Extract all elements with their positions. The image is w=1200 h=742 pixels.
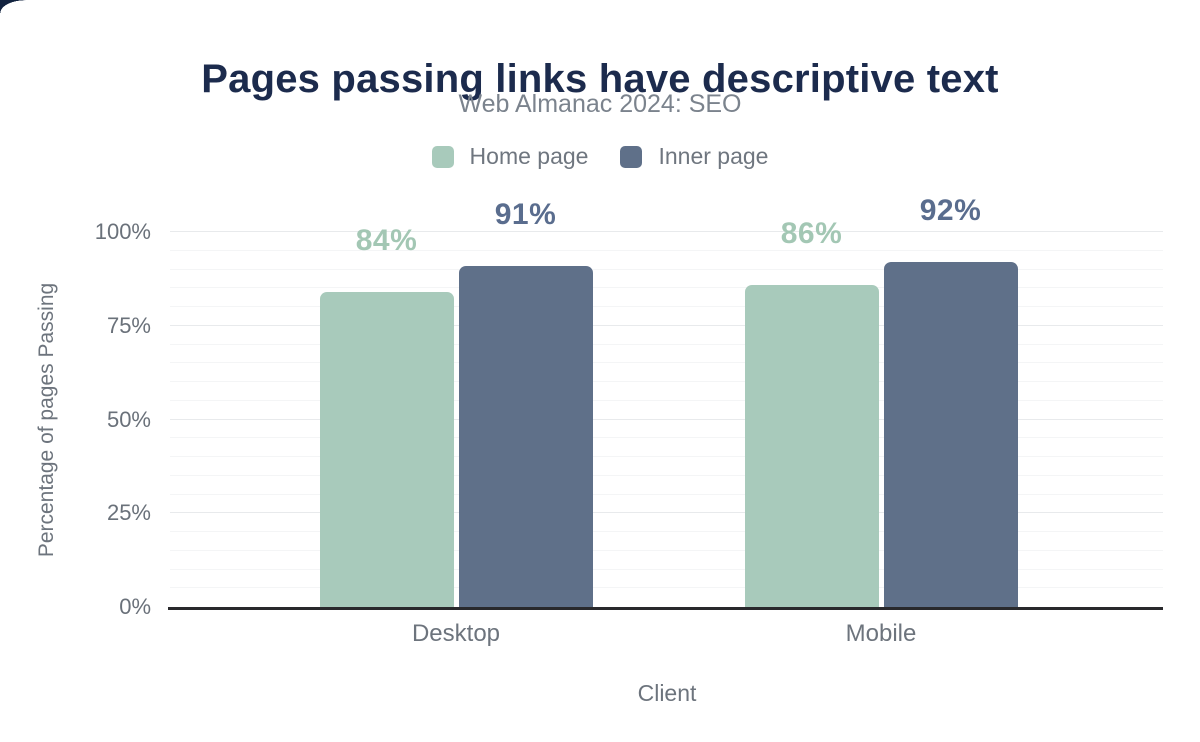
- background-corner-notch: [0, 0, 26, 13]
- bar-inner-page-mobile: [883, 262, 1018, 607]
- gridline-minor: [170, 249, 1163, 251]
- plot-area: 0% 25% 50% 75% 100% 84% 91% 86% 92%: [95, 194, 1163, 619]
- y-axis-tick-label: 50%: [106, 406, 151, 432]
- y-axis-tick-label: 25%: [106, 500, 151, 526]
- legend: Home page Inner page: [0, 143, 1200, 170]
- gridline-major: [170, 324, 1163, 326]
- value-label-home-page-mobile: 86%: [780, 216, 843, 250]
- y-axis-title: Percentage of pages Passing: [35, 282, 58, 558]
- value-label-inner-page-desktop: 91%: [494, 197, 557, 231]
- gridline-minor: [170, 531, 1163, 532]
- gridline-minor: [170, 306, 1163, 307]
- y-axis-tick-label: 100%: [94, 219, 151, 244]
- chart-title: Pages passing links have descriptive tex…: [201, 56, 999, 101]
- gridline-minor: [170, 399, 1163, 401]
- gridline-minor: [170, 343, 1163, 345]
- x-axis-tick-label-desktop: Desktop: [411, 620, 501, 647]
- value-label-home-page-desktop: 84%: [355, 224, 418, 257]
- legend-label-inner-page: Inner page: [658, 143, 769, 169]
- x-axis-line: [168, 607, 1163, 610]
- x-axis-title: Client: [637, 680, 697, 706]
- gridline-major: [170, 418, 1163, 420]
- y-axis-tick-label: 75%: [106, 312, 151, 338]
- bar-home-page-desktop: [319, 292, 454, 607]
- gridline-minor: [170, 437, 1163, 439]
- bar-inner-page-desktop: [458, 265, 593, 607]
- legend-swatch-home-page-icon: [431, 145, 454, 168]
- y-axis-tick-label: 0%: [119, 594, 151, 619]
- gridline-major: [170, 512, 1163, 514]
- legend-swatch-inner-page-icon: [620, 145, 643, 168]
- x-axis-tick-label-mobile: Mobile: [845, 620, 917, 647]
- gridline-minor: [170, 474, 1163, 476]
- gridline-minor: [170, 456, 1163, 457]
- gridline-minor: [170, 568, 1163, 570]
- legend-item-home-page: Home page: [431, 143, 589, 170]
- legend-label-home-page: Home page: [469, 143, 589, 169]
- gridline-minor: [170, 362, 1163, 364]
- gridline-major: [170, 231, 1163, 232]
- gridline-minor: [170, 381, 1163, 382]
- bar-home-page-mobile: [744, 284, 879, 607]
- gridline-minor: [170, 287, 1163, 289]
- gridline-minor: [170, 493, 1163, 495]
- gridline-minor: [170, 268, 1163, 270]
- gridline-minor: [170, 587, 1163, 589]
- value-label-inner-page-mobile: 92%: [919, 194, 982, 227]
- gridline-minor: [170, 549, 1163, 551]
- chart-subtitle: Web Almanac 2024: SEO: [458, 90, 742, 118]
- legend-item-inner-page: Inner page: [620, 143, 768, 170]
